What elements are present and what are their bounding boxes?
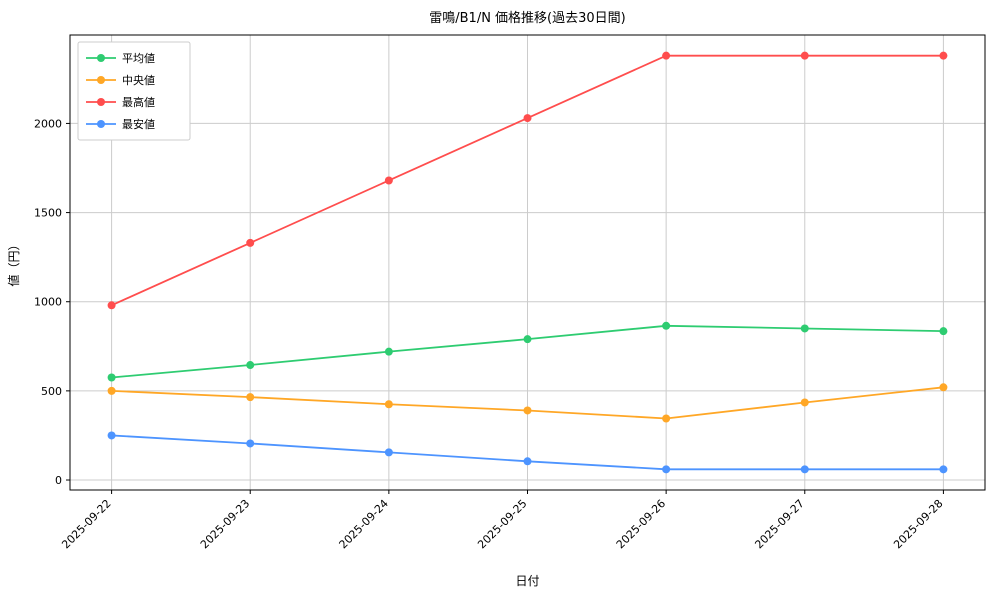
data-point-marker [939, 465, 948, 474]
y-tick-label: 500 [41, 385, 62, 398]
data-point-marker [662, 51, 671, 60]
series-平均値 [107, 321, 948, 382]
data-point-marker [523, 114, 532, 123]
data-point-marker [800, 465, 809, 474]
data-point-marker [523, 335, 532, 344]
data-point-marker [523, 457, 532, 466]
data-point-marker [939, 383, 948, 392]
y-axis-label: 値（円） [6, 238, 21, 286]
y-axis-ticks: 0 500 1000 1500 2000 [34, 117, 70, 487]
data-point-marker [662, 414, 671, 423]
data-point-marker [384, 448, 393, 457]
series-最安値 [107, 431, 948, 474]
series-最高値 [107, 51, 948, 310]
data-point-marker [800, 398, 809, 407]
chart-title: 雷鳴/B1/N 価格推移(過去30日間) [429, 10, 626, 26]
data-point-marker [523, 406, 532, 415]
data-point-marker [662, 321, 671, 330]
legend-label: 平均値 [122, 52, 155, 65]
data-point-marker [384, 347, 393, 356]
y-tick-label: 0 [55, 474, 62, 487]
legend-marker [97, 120, 105, 128]
y-tick-label: 1500 [34, 207, 62, 220]
data-point-marker [246, 393, 255, 402]
data-point-marker [107, 373, 116, 382]
data-point-marker [384, 400, 393, 409]
data-point-marker [662, 465, 671, 474]
legend-marker [97, 76, 105, 84]
legend-marker [97, 54, 105, 62]
data-point-marker [246, 361, 255, 370]
legend-label: 最安値 [122, 117, 155, 131]
data-point-marker [107, 301, 116, 310]
legend-box [77, 41, 191, 141]
data-point-marker [107, 431, 116, 440]
y-tick-label: 1000 [34, 296, 62, 309]
data-point-marker [107, 386, 116, 395]
data-point-marker [800, 51, 809, 60]
data-point-marker [939, 51, 948, 60]
legend-marker [97, 98, 105, 106]
data-point-marker [939, 327, 948, 336]
series-中央値 [107, 383, 948, 423]
data-point-marker [384, 176, 393, 185]
data-point-marker [246, 238, 255, 247]
legend-label: 最高値 [122, 95, 155, 109]
legend-label: 中央値 [122, 74, 155, 87]
data-point-marker [246, 439, 255, 448]
data-point-marker [800, 324, 809, 333]
y-tick-label: 2000 [34, 117, 62, 130]
x-axis-label: 日付 [515, 574, 539, 588]
